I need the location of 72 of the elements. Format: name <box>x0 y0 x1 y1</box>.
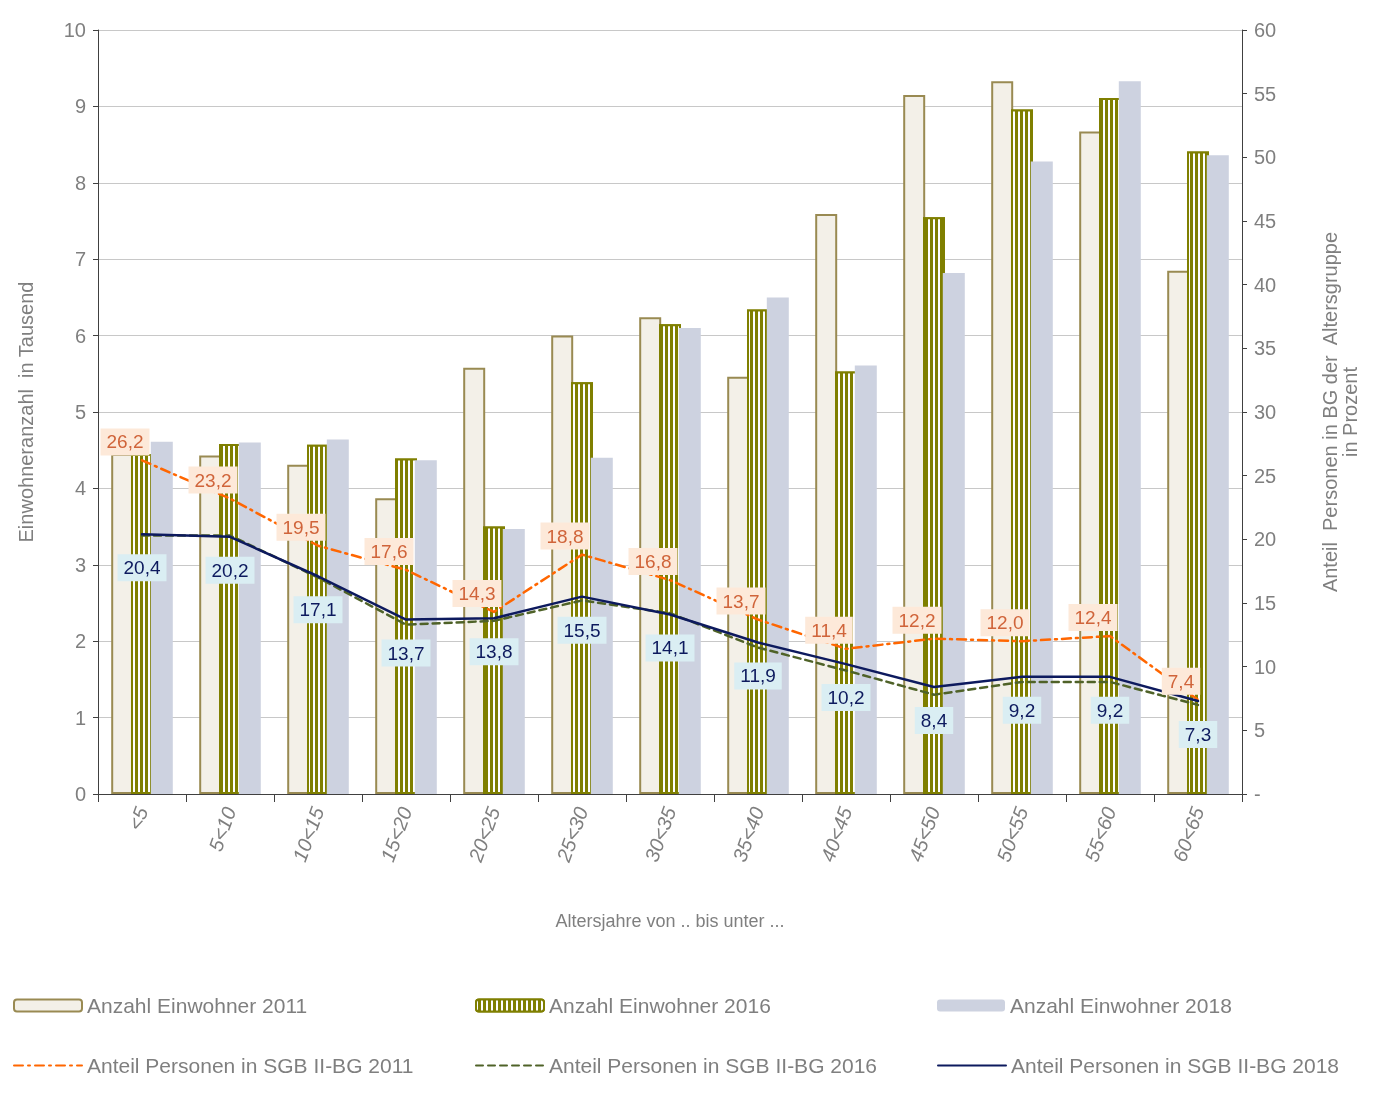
legend-label: Anteil Personen in SGB II-BG 2016 <box>549 1054 878 1077</box>
data-label: 8,4 <box>920 710 948 732</box>
data-label: 9,2 <box>1096 699 1124 721</box>
y2-axis-title: Anteil Personen in BG der Altersgruppe in Prozent <box>1319 231 1361 593</box>
data-label: 7,3 <box>1184 724 1212 746</box>
data-label: 12,2 <box>898 609 936 631</box>
x-tick-label: 10<15 <box>288 803 329 865</box>
data-label: 10,2 <box>827 687 865 709</box>
legend-label: Anteil Personen in SGB II-BG 2011 <box>87 1054 414 1077</box>
data-label: 13,8 <box>475 641 513 663</box>
y2-tick-label: 40 <box>1254 273 1277 296</box>
y-tick-label: 5 <box>74 401 86 423</box>
data-label: 17,1 <box>299 599 337 621</box>
legend-label: Anzahl Einwohner 2011 <box>87 994 308 1017</box>
y2-tick-label: 5 <box>1254 719 1266 742</box>
data-label: 12,0 <box>986 612 1024 634</box>
data-label: 14,1 <box>651 637 689 659</box>
x-tick-label: 15<20 <box>376 804 417 865</box>
y2-tick-label: 50 <box>1254 146 1277 169</box>
y-tick-label: 2 <box>74 630 86 653</box>
data-label: 17,6 <box>370 540 408 562</box>
data-label: 23,2 <box>194 469 232 491</box>
data-label: 7,4 <box>1167 670 1195 692</box>
x-tick-label: 45<50 <box>904 804 945 865</box>
x-tick-label: 50<55 <box>992 803 1033 865</box>
y2-tick-label: 10 <box>1254 655 1277 678</box>
y2-tick-label: 25 <box>1254 464 1277 487</box>
y2-tick-label: 55 <box>1254 82 1277 105</box>
legend-label: Anzahl Einwohner 2018 <box>1010 994 1232 1017</box>
y2-tick-label: 30 <box>1254 401 1277 423</box>
data-label: 9,2 <box>1008 699 1036 721</box>
data-label: 13,7 <box>722 590 760 612</box>
x-tick-label: 40<45 <box>816 803 857 865</box>
data-label: 19,5 <box>282 516 320 538</box>
y-tick-label: 10 <box>63 19 86 41</box>
y2-tick-label: 60 <box>1254 19 1277 41</box>
y-tick-label: 3 <box>74 553 86 576</box>
y2-tick-label: 20 <box>1254 528 1277 551</box>
y2-tick-label: - <box>1254 783 1261 805</box>
legend-label: Anzahl Einwohner 2016 <box>549 994 771 1017</box>
data-label: 20,2 <box>211 559 249 581</box>
y-tick-label: 6 <box>74 324 86 347</box>
y-tick-label: 8 <box>74 171 86 194</box>
y-tick-label: 7 <box>74 248 86 271</box>
data-label: 11,4 <box>811 619 848 641</box>
legend-label: Anteil Personen in SGB II-BG 2018 <box>1011 1054 1340 1077</box>
y2-tick-label: 15 <box>1254 592 1277 614</box>
data-label: 11,9 <box>740 665 776 687</box>
x-tick-label: 25<30 <box>552 804 593 866</box>
data-label: 14,3 <box>458 582 496 604</box>
y-tick-label: 0 <box>74 783 86 805</box>
data-label: 13,7 <box>387 642 425 664</box>
data-label: 26,2 <box>106 431 144 453</box>
y-axis-title: Einwohneranzahl in Tausend <box>15 281 37 543</box>
y-tick-label: 9 <box>74 95 86 118</box>
x-axis-title: Altersjahre von .. bis unter ... <box>555 911 785 931</box>
x-tick-label: 35<40 <box>728 804 769 865</box>
data-label: 16,8 <box>634 551 672 573</box>
data-label: 15,5 <box>563 619 601 641</box>
data-label: 18,8 <box>546 525 584 547</box>
x-tick-label: 20<25 <box>464 803 505 866</box>
y-tick-label: 4 <box>74 477 86 500</box>
x-tick-label: 55<60 <box>1080 804 1121 865</box>
x-tick-label: 5<10 <box>204 804 241 855</box>
y2-tick-label: 35 <box>1254 337 1277 360</box>
x-tick-label: 60<65 <box>1168 803 1209 865</box>
y-tick-label: 1 <box>74 706 86 729</box>
x-tick-label: 30<35 <box>640 803 681 865</box>
data-label: 12,4 <box>1074 607 1112 629</box>
y2-tick-label: 45 <box>1254 210 1277 232</box>
data-label: 20,4 <box>123 557 161 579</box>
x-tick-label: <5 <box>123 803 153 834</box>
